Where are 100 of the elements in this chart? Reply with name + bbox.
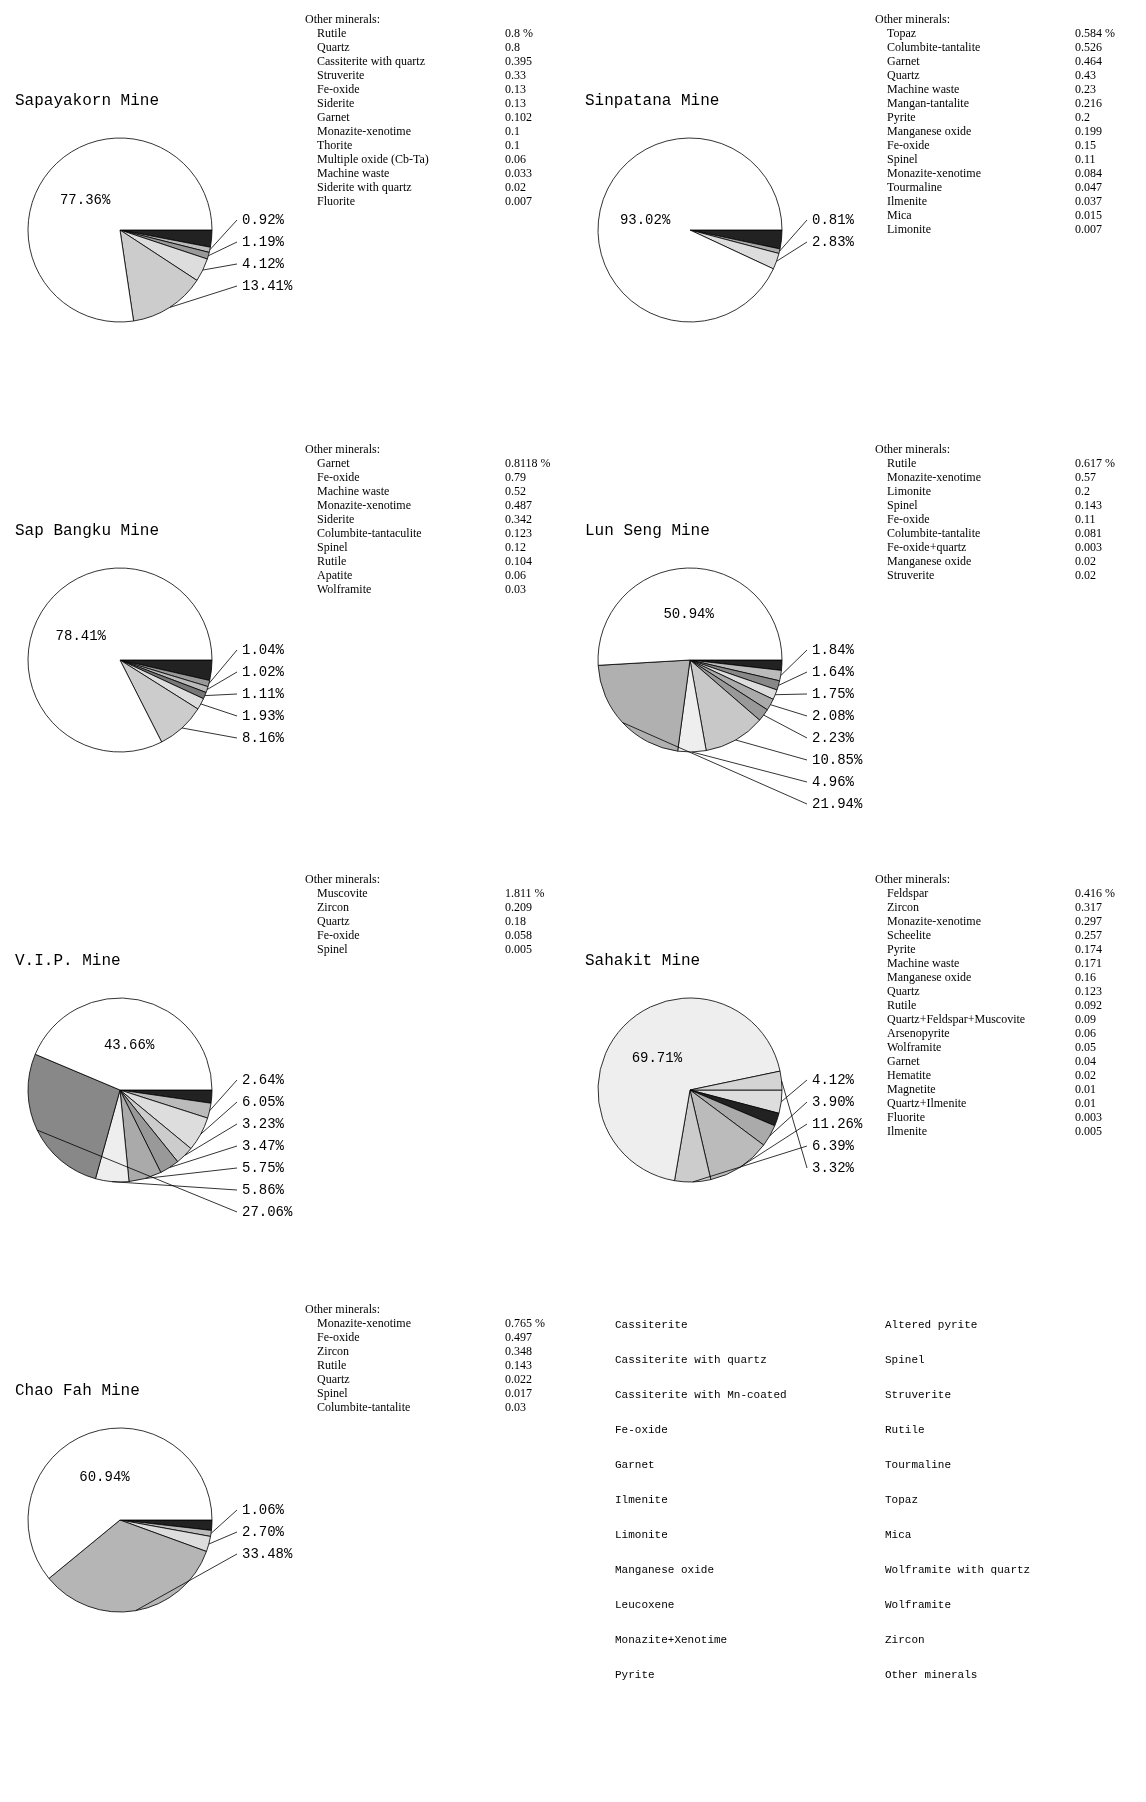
text: Other minerals:: [875, 872, 950, 886]
text: 0.52: [505, 484, 526, 498]
text: 0.123: [1075, 984, 1102, 998]
text: 0.01: [1075, 1082, 1096, 1096]
text: 0.13: [505, 82, 526, 96]
data-label: 1.84%: [812, 642, 855, 658]
text: 0.09: [1075, 1012, 1096, 1026]
text: Fe-oxide+quartz: [887, 540, 967, 554]
text: Tourmaline: [887, 180, 943, 194]
text: 1.811 %: [505, 886, 545, 900]
text: 0.23: [1075, 82, 1096, 96]
text: 0.526: [1075, 40, 1102, 54]
text: 0.174: [1075, 942, 1102, 956]
text: 0.015: [1075, 208, 1102, 222]
text: Zircon: [317, 1344, 349, 1358]
text: 0.33: [505, 68, 526, 82]
text: Garnet: [317, 110, 351, 124]
text: 0.11: [1075, 512, 1096, 526]
text: 0.348: [505, 1344, 532, 1358]
text: Fluorite: [317, 194, 355, 208]
text: 0.104: [505, 554, 532, 568]
data-label: 4.12%: [242, 256, 285, 272]
data-label: 4.12%: [812, 1072, 855, 1088]
text: Pyrite: [615, 1669, 655, 1681]
text: Struverite: [887, 568, 935, 582]
text: Struverite: [317, 68, 365, 82]
text: Other minerals:: [875, 12, 950, 26]
text: Fe-oxide: [887, 138, 930, 152]
text: Cassiterite: [615, 1319, 688, 1331]
text: Manganese oxide: [887, 124, 972, 138]
text: 0.617 %: [1075, 456, 1115, 470]
data-label: 77.36%: [59, 191, 111, 208]
text: Siderite: [317, 512, 355, 526]
data-label: 13.41%: [242, 278, 294, 294]
text: Multiple oxide (Cb-Ta): [317, 152, 429, 166]
text: Quartz: [887, 68, 920, 82]
text: 0.79: [505, 470, 526, 484]
text: Spinel: [885, 1354, 925, 1366]
text: Spinel: [887, 498, 919, 512]
text: 0.007: [505, 194, 532, 208]
text: 0.171: [1075, 956, 1102, 970]
text: Ilmenite: [887, 194, 927, 208]
text: Monazite-xenotime: [887, 914, 981, 928]
text: 0.15: [1075, 138, 1096, 152]
text: 0.022: [505, 1372, 532, 1386]
text: 0.06: [505, 152, 526, 166]
text: Scheelite: [887, 928, 931, 942]
text: 0.2: [1075, 484, 1090, 498]
text: Spinel: [317, 1386, 349, 1400]
text: 0.092: [1075, 998, 1102, 1012]
text: 0.18: [505, 914, 526, 928]
text: 0.005: [505, 942, 532, 956]
data-label: 27.06%: [242, 1204, 294, 1220]
text: 0.8: [505, 40, 520, 54]
text: Quartz+Ilmenite: [887, 1096, 967, 1110]
text: Altered pyrite: [885, 1319, 978, 1331]
text: Zircon: [317, 900, 349, 914]
text: 0.765 %: [505, 1316, 545, 1330]
text: Zircon: [885, 1634, 925, 1646]
text: Cassiterite with quartz: [615, 1354, 767, 1366]
data-label: 33.48%: [242, 1546, 294, 1562]
text: 0.13: [505, 96, 526, 110]
text: Garnet: [317, 456, 351, 470]
text: 0.06: [505, 568, 526, 582]
data-label: 50.94%: [663, 606, 715, 623]
text: 0.43: [1075, 68, 1096, 82]
text: Arsenopyrite: [887, 1026, 950, 1040]
text: Limonite: [615, 1529, 668, 1541]
text: Mica: [887, 208, 913, 222]
data-label: 4.96%: [812, 774, 855, 790]
text: 0.058: [505, 928, 532, 942]
text: Apatite: [317, 568, 353, 582]
text: 0.209: [505, 900, 532, 914]
data-label: 2.23%: [812, 730, 855, 746]
text: 0.02: [1075, 1068, 1096, 1082]
data-label: 93.02%: [619, 212, 671, 229]
text: Feldspar: [887, 886, 929, 900]
text: 0.2: [1075, 110, 1090, 124]
text: 0.199: [1075, 124, 1102, 138]
pie-slice: [597, 997, 781, 1182]
text: Machine waste: [887, 956, 960, 970]
text: Rutile: [317, 554, 347, 568]
data-label: 1.04%: [242, 642, 285, 658]
text: Leucoxene: [615, 1599, 675, 1611]
text: Struverite: [885, 1389, 952, 1401]
text: 0.395: [505, 54, 532, 68]
text: Cassiterite with quartz: [317, 54, 425, 68]
text: Mangan-tantalite: [887, 96, 969, 110]
text: Fe-oxide: [317, 82, 360, 96]
data-label: 10.85%: [812, 752, 864, 768]
text: Limonite: [887, 484, 931, 498]
data-label: 2.70%: [242, 1524, 285, 1540]
pie-slice: [27, 137, 213, 323]
text: 0.003: [1075, 1110, 1102, 1124]
data-label: 1.06%: [242, 1502, 285, 1518]
data-label: 0.81%: [812, 212, 855, 228]
text: Wolframite: [317, 582, 372, 596]
data-label: 3.90%: [812, 1094, 855, 1110]
text: Monazite-xenotime: [317, 124, 411, 138]
text: Monazite-xenotime: [887, 470, 981, 484]
